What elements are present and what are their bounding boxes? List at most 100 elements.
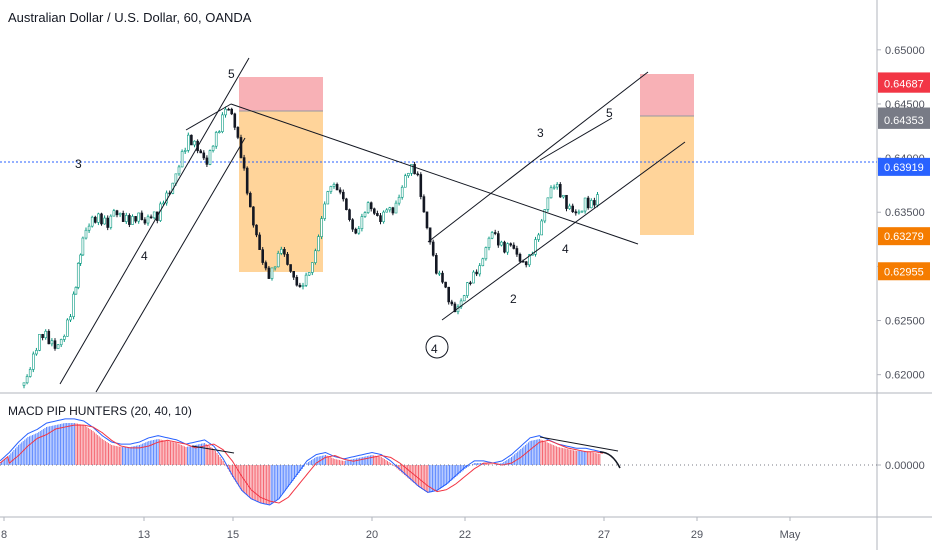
- candle-body: [264, 262, 268, 269]
- wave-label: 5: [606, 106, 613, 120]
- price-axis[interactable]: 0.650000.645000.640000.635000.630000.625…: [877, 45, 925, 382]
- candle-body: [403, 175, 407, 188]
- candle-body: [97, 213, 100, 223]
- candle-body: [304, 274, 308, 286]
- candle-body: [565, 194, 568, 209]
- candle-body: [109, 215, 113, 228]
- candle-body: [428, 227, 432, 243]
- candle-body: [143, 219, 147, 224]
- time-axis[interactable]: 8 13 15 20 22 27 29 May: [1, 517, 801, 541]
- candle-body: [534, 239, 537, 255]
- candle-body: [72, 293, 75, 317]
- candle-body: [400, 186, 404, 198]
- candle-body: [177, 166, 181, 175]
- candle-body: [137, 212, 140, 222]
- candle-body: [44, 330, 48, 339]
- candle-body: [125, 215, 128, 222]
- candle-body: [94, 216, 97, 223]
- price-tag-bg: [878, 157, 930, 176]
- candle-body: [283, 248, 286, 255]
- candle-body: [134, 216, 137, 222]
- macd-projection-curve: [599, 451, 621, 469]
- candle-body: [81, 237, 85, 256]
- candle-body: [351, 219, 354, 230]
- candle-body: [496, 233, 500, 246]
- candle-body: [301, 284, 305, 287]
- candle-body: [221, 114, 224, 132]
- candle-body: [593, 200, 596, 206]
- macd-indicator-title[interactable]: MACD PIP HUNTERS (20, 40, 10): [8, 404, 192, 418]
- candle-body: [317, 236, 320, 252]
- time-tick-label: 20: [366, 529, 378, 541]
- candle-body: [562, 194, 565, 198]
- drawings-layer[interactable]: [239, 74, 694, 272]
- candle-body: [307, 272, 311, 276]
- candle-body: [214, 132, 218, 147]
- candle-body: [31, 353, 35, 370]
- candle-body: [453, 303, 457, 313]
- candle-body: [469, 282, 472, 285]
- candle-body: [128, 215, 131, 225]
- candle-body: [146, 216, 150, 224]
- candle-body: [586, 197, 590, 209]
- candle-body: [363, 212, 367, 217]
- candle-body: [100, 213, 103, 225]
- position-entry-zone-left[interactable]: [239, 111, 323, 272]
- candles-layer[interactable]: [22, 106, 599, 389]
- wave-label: 3: [537, 126, 544, 140]
- candle-body: [462, 295, 466, 302]
- candle-body: [115, 210, 119, 216]
- candle-body: [512, 244, 516, 249]
- signal-line: [0, 424, 604, 504]
- candle-body: [202, 152, 206, 159]
- candle-body: [416, 173, 420, 176]
- candle-body: [236, 127, 240, 138]
- position-profit-zone-left[interactable]: [239, 77, 323, 111]
- macd-axis[interactable]: 0.00000: [0, 460, 925, 472]
- candle-body: [255, 224, 258, 236]
- channel-lower: [441, 141, 686, 321]
- candle-body: [391, 207, 395, 214]
- candle-body: [106, 217, 109, 228]
- channel-upper: [427, 71, 649, 243]
- price-tag-label: 0.64353: [884, 115, 924, 127]
- macd-tick-label: 0.00000: [885, 460, 925, 472]
- candle-body: [574, 211, 578, 214]
- candle-body: [571, 205, 575, 213]
- candle-body: [298, 284, 302, 287]
- candle-body: [227, 108, 230, 111]
- candle-body: [84, 229, 88, 239]
- position-profit-zone-right[interactable]: [640, 74, 694, 116]
- candle-body: [242, 157, 246, 169]
- trendlines[interactable]: [59, 57, 686, 454]
- time-tick-label: 15: [227, 529, 239, 541]
- candle-body: [320, 218, 323, 237]
- trendline-lower-left: [95, 137, 246, 393]
- candle-body: [537, 234, 540, 240]
- candle-body: [388, 207, 392, 211]
- candle-body: [76, 263, 80, 288]
- macd-layer[interactable]: [0, 418, 621, 506]
- candle-body: [413, 164, 416, 175]
- candle-body: [543, 209, 547, 222]
- candle-body: [490, 232, 494, 239]
- candle-body: [323, 203, 327, 219]
- candle-body: [62, 336, 66, 340]
- macd-divergence-line: [539, 436, 619, 452]
- candle-body: [66, 319, 69, 337]
- candle-body: [481, 258, 485, 267]
- candle-body: [546, 197, 550, 210]
- position-entry-zone-right[interactable]: [640, 116, 694, 235]
- wave-labels: 5 3 4 3 5 2 4 4: [75, 67, 613, 359]
- candle-body: [357, 228, 361, 234]
- candle-body: [79, 254, 82, 264]
- candle-body: [224, 108, 227, 116]
- main-pane[interactable]: [0, 0, 877, 392]
- candle-body: [199, 150, 202, 154]
- price-tag-bg: [878, 262, 930, 281]
- candle-body: [87, 225, 91, 231]
- candle-body: [338, 189, 342, 193]
- candle-body: [438, 272, 441, 275]
- candle-body: [74, 287, 78, 295]
- candle-body: [376, 213, 379, 216]
